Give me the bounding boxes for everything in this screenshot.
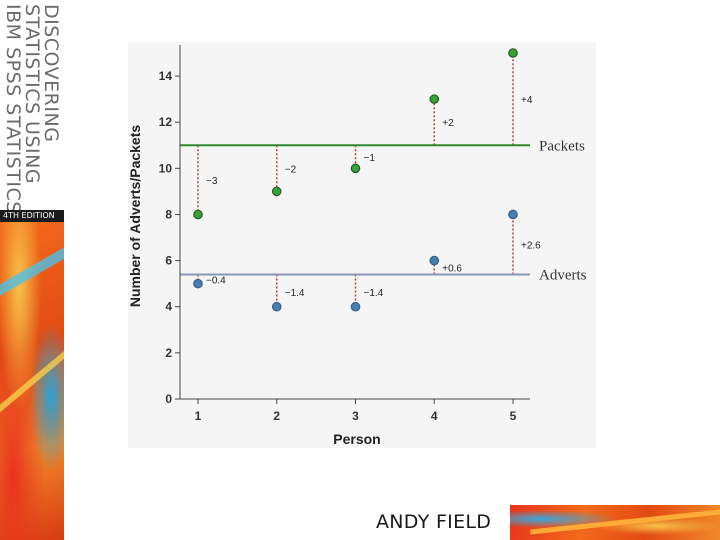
x-tick-label: 4 [431, 409, 438, 423]
edition-label: 4TH EDITION [3, 211, 55, 220]
packets-deviation-label: +4 [521, 95, 533, 106]
y-tick-label: 2 [165, 346, 172, 360]
packets-point [508, 48, 518, 58]
adverts-point [350, 301, 361, 312]
x-tick-label: 2 [273, 409, 280, 423]
data-points [193, 48, 518, 312]
author-name: ANDY FIELD [376, 511, 492, 533]
adverts-deviation-label: +0.6 [442, 264, 462, 275]
packets-point [350, 163, 361, 174]
packets-deviation-label: +2 [442, 118, 454, 129]
cover-title-panel: DISCOVERING STATISTICS USING IBM SPSS ST… [0, 0, 64, 214]
y-tick-label: 12 [159, 115, 173, 129]
residual-lines [197, 53, 514, 307]
mean-lines: Packets Adverts [180, 138, 587, 283]
x-tick-label: 3 [352, 409, 359, 423]
x-axis-title: Person [333, 431, 380, 447]
adverts-deviation-label: +2.6 [521, 240, 541, 251]
packets-line-label: Packets [539, 138, 585, 154]
y-axis-title: Number of Adverts/Packets [127, 125, 143, 308]
x-tick-label: 5 [510, 409, 517, 423]
chart-background [128, 42, 596, 448]
adverts-point [271, 301, 282, 312]
edition-bar: 4TH EDITION [0, 210, 64, 222]
adverts-point [508, 209, 518, 220]
packets-deviation-label: −3 [206, 176, 218, 187]
y-tick-label: 14 [159, 69, 173, 83]
y-tick-label: 4 [165, 300, 172, 314]
packets-deviation-label: −1 [364, 153, 376, 164]
x-tick-label: 1 [195, 409, 202, 423]
adverts-deviation-label: −1.4 [364, 288, 384, 299]
packets-point [271, 186, 282, 197]
deviation-labels: −3 −2 −1 +2 +4 −0.4 −1.4 −1.4 +0.6 +2.6 [206, 95, 541, 299]
cover-artwork [0, 222, 64, 540]
adverts-deviation-label: −0.4 [206, 276, 226, 287]
packets-deviation-label: −2 [285, 164, 297, 175]
packets-point [193, 209, 203, 220]
adverts-deviation-label: −1.4 [285, 288, 305, 299]
cover-art-stripe [530, 508, 720, 535]
adverts-point [193, 278, 203, 289]
book-cover-spine: DISCOVERING STATISTICS USING IBM SPSS ST… [0, 0, 64, 540]
packets-point [429, 94, 440, 104]
cover-artwork-bottom [510, 505, 720, 540]
y-tick-label: 8 [165, 207, 172, 221]
y-tick-label: 10 [159, 161, 173, 175]
y-tick-label: 0 [165, 392, 172, 406]
y-tick-label: 6 [165, 254, 172, 268]
adverts-point [429, 255, 440, 266]
adverts-line-label: Adverts [539, 267, 587, 283]
